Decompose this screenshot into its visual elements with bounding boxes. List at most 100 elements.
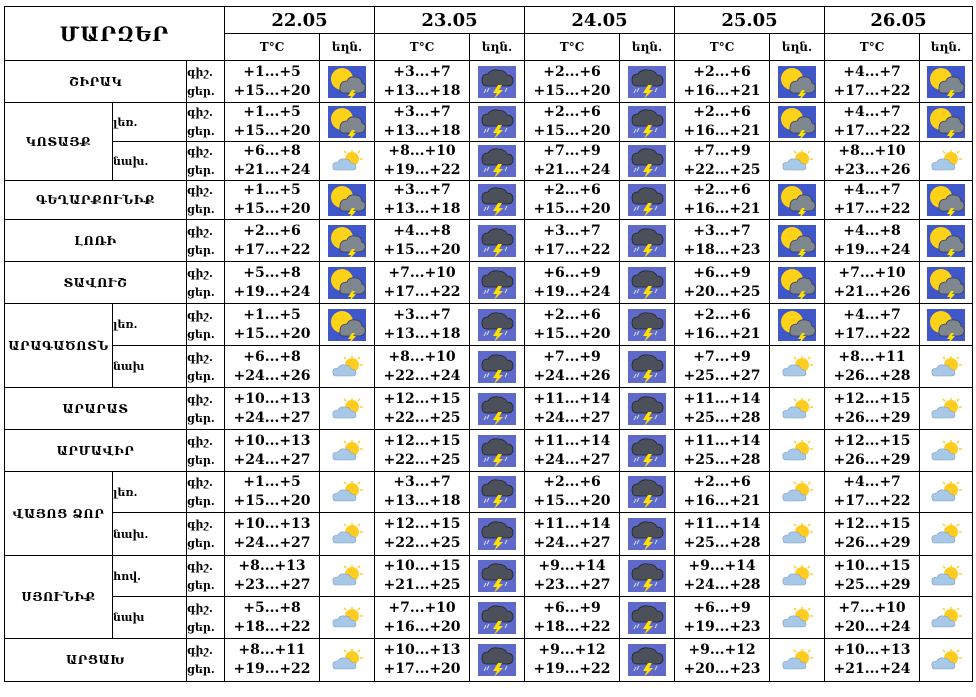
subregion-name: նախ <box>112 596 187 639</box>
night-temperature: +11...+14 <box>533 516 611 532</box>
night-temperature: +8...+10 <box>388 143 456 159</box>
date-header: 25.05 <box>674 6 826 34</box>
thunderstorm-cloud-icon <box>628 106 667 138</box>
night-label: գիշ. <box>187 350 213 364</box>
night-temperature: +6...+9 <box>543 264 601 281</box>
thunderstorm-cloud-icon <box>478 434 517 467</box>
day-temperature: +15...+20 <box>383 241 461 258</box>
weather-cell <box>769 180 826 220</box>
night-temperature: +6...+9 <box>543 599 601 616</box>
weather-cell <box>319 596 376 639</box>
day-temperature: +18...+22 <box>233 618 311 635</box>
subregion-name: նախ. <box>112 141 187 181</box>
weather-cell <box>919 60 974 103</box>
date-header: 23.05 <box>374 6 526 34</box>
weather-cell <box>469 638 526 682</box>
temp-column-header: T°C <box>374 33 471 61</box>
temperature-cell: +6...+9 +19...+23 <box>674 596 771 639</box>
temperature-cell: +7...+10 +16...+20 <box>374 596 471 639</box>
temperature-cell: +3...+7 +17...+22 <box>524 219 621 262</box>
weather-cell <box>619 180 676 220</box>
temperature-cell: +12...+15 +22...+25 <box>374 387 471 430</box>
night-temperature: +1...+5 <box>243 104 301 120</box>
temperature-cell: +10...+13 +24...+27 <box>224 512 321 556</box>
temperature-cell: +3...+7 +18...+23 <box>674 219 771 262</box>
weather-cell <box>469 387 526 430</box>
night-temperature: +2...+6 <box>693 474 751 490</box>
night-temperature: +2...+6 <box>543 182 601 198</box>
sun-behind-cloud-icon <box>778 145 816 177</box>
sun-behind-cloud-icon <box>328 351 366 383</box>
day-temperature: +26...+29 <box>833 535 911 551</box>
table-row: նախ. գիշ. ցեր. +10...+13 +24...+27 +12...+15… <box>5 512 974 556</box>
day-temperature: +19...+24 <box>533 283 611 300</box>
weather-cell <box>469 180 526 220</box>
weather-cell <box>619 219 676 262</box>
night-temperature: +2...+6 <box>543 63 601 80</box>
header-row-dates: ՄԱՐԶԵՐ 22.05 23.05 24.05 25.05 26.05 <box>3 6 974 61</box>
night-temperature: +8...+11 <box>838 348 906 365</box>
time-of-day-labels: գիշ. ցեր. <box>185 261 226 304</box>
weather-cell <box>919 261 974 304</box>
night-temperature: +3...+7 <box>393 104 451 120</box>
night-temperature: +12...+15 <box>383 516 461 532</box>
day-temperature: +17...+22 <box>833 325 911 342</box>
subregion-name: լեռ. <box>112 303 187 346</box>
weather-cell <box>769 141 826 181</box>
day-label: ցեր. <box>187 243 215 257</box>
weather-cell <box>919 387 974 430</box>
sun-behind-cloud-icon <box>927 644 965 676</box>
temperature-cell: +2...+6 +17...+22 <box>224 219 321 262</box>
night-temperature: +11...+14 <box>683 390 761 407</box>
night-temperature: +11...+14 <box>683 516 761 532</box>
thunderstorm-cloud-icon <box>628 145 667 177</box>
day-temperature: +15...+20 <box>533 325 611 342</box>
sun-behind-storm-cloud-icon <box>927 308 966 341</box>
day-temperature: +22...+25 <box>683 162 761 178</box>
night-temperature: +7...+10 <box>838 599 906 616</box>
day-temperature: +19...+22 <box>233 661 311 677</box>
weather-column-header: եղն. <box>919 33 974 61</box>
temp-column-header: T°C <box>224 33 321 61</box>
night-temperature: +2...+6 <box>543 104 601 120</box>
night-temperature: +4...+7 <box>843 474 901 490</box>
temperature-cell: +3...+7 +13...+18 <box>374 471 471 513</box>
time-of-day-labels: գիշ. ցեր. <box>185 555 226 597</box>
night-temperature: +5...+8 <box>243 599 301 616</box>
night-label: գիշ. <box>187 65 213 79</box>
sun-behind-cloud-icon <box>778 351 816 383</box>
temperature-cell: +11...+14 +25...+28 <box>674 512 771 556</box>
thunderstorm-cloud-icon <box>628 65 667 98</box>
weather-cell <box>619 60 676 103</box>
night-temperature: +2...+6 <box>693 63 751 80</box>
table-row: նախ գիշ. ցեր. +6...+8 +24...+26 +8...+10 +22.… <box>5 345 974 388</box>
weather-cell <box>769 471 826 513</box>
table-row: ՎԱՅՈՑ ՁՈՐ լեռ. գիշ. ցեր. +1...+5 +15...+20 +3… <box>4 471 974 556</box>
date-header: 22.05 <box>224 6 376 34</box>
sun-behind-cloud-icon <box>328 560 366 592</box>
forecast-body: ՇԻՐԱԿ գիշ. ցեր. +1...+5 +15...+20 +3...+7 +13… <box>4 60 974 682</box>
sun-behind-cloud-icon <box>927 145 965 177</box>
temperature-cell: +4...+7 +17...+22 <box>824 60 921 103</box>
weather-column-header: եղն. <box>469 33 526 61</box>
header-row-columns: T°C եղն. T°C եղն. T°C եղն. T°C եղն. T°C … <box>5 33 974 61</box>
night-temperature: +7...+9 <box>543 348 601 365</box>
thunderstorm-cloud-icon <box>478 350 517 383</box>
time-of-day-labels: գիշ. ցեր. <box>185 471 226 513</box>
temperature-cell: +2...+6 +16...+21 <box>674 471 771 513</box>
weather-cell <box>469 141 526 181</box>
night-temperature: +4...+8 <box>393 222 451 239</box>
temperature-cell: +9...+14 +23...+27 <box>524 555 621 597</box>
thunderstorm-cloud-icon <box>478 224 517 257</box>
sun-behind-cloud-icon <box>778 644 816 676</box>
weather-cell <box>619 102 676 142</box>
weather-cell <box>769 261 826 304</box>
table-row: ՍՅՈՒՆԻՔ հով. գիշ. ցեր. +8...+13 +23...+27 +10… <box>4 555 974 639</box>
sun-behind-cloud-icon <box>328 476 366 508</box>
day-temperature: +15...+20 <box>533 82 611 99</box>
temp-column-header: T°C <box>674 33 771 61</box>
weather-cell <box>769 387 826 430</box>
thunderstorm-cloud-icon <box>478 644 517 676</box>
sun-behind-cloud-icon <box>778 476 816 508</box>
sun-behind-cloud-icon <box>328 518 366 550</box>
